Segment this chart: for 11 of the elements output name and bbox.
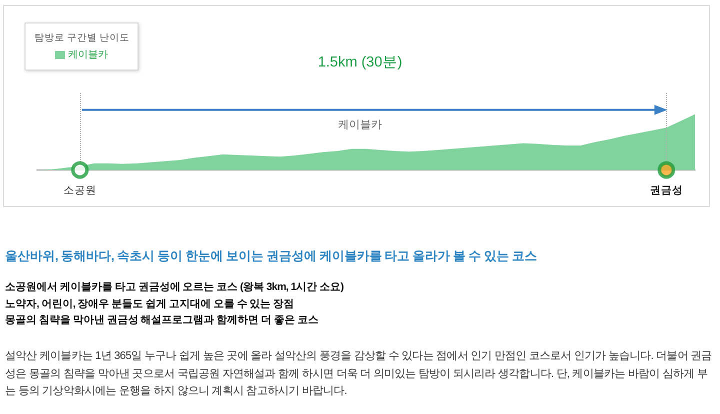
text: 몽골의 침략을 막아낸 권금성 해설프로그램과 함께하면 더 좋은 코스 [5,313,320,328]
x-tick-label: 권금성 [650,184,683,196]
x-tick-label: 소공원 [63,184,96,196]
text: 울산바위, 동해바다, 속초시 등이 한눈에 보이는 권금성에 케이블카를 타고 올라가 볼 수 있는 코스 [5,248,538,265]
text: 노약자, 어린이, 장애우 분들도 쉽게 고지대에 오를 수 있는 장점 [5,296,296,312]
legend-label: 케이블카 [68,50,108,60]
text: 소공원에서 케이블카를 타고 권금성에 오르는 코스 (왕복 3km, 1시간 소요) [5,280,344,295]
legend-title: 탐방로 구간별 난이도 [34,32,130,44]
annotation: 케이블카 [338,118,382,131]
text: 설악산 케이블카는 1년 365일 누구나 쉽게 높은 곳에 올라 설악산의 풍경을 감상할 수 있다는 점에서 인기 만점인 코스로서 인기가 높습니다. 더불어 권금성은 몽골의 침략을 막아낸 곳으로서 국립공원 자연해설과 함께 하시면 더욱 더 의미있는 탐방이 되시리라 생각합니다. 단, 케이블카는 바람이 심하게 부는 등의 기상악화시에는 운행을 하지 않으니 계획시 참고하시기 바랍니다. [5,349,713,399]
chart-title: 1.5km (30분) [318,54,402,70]
